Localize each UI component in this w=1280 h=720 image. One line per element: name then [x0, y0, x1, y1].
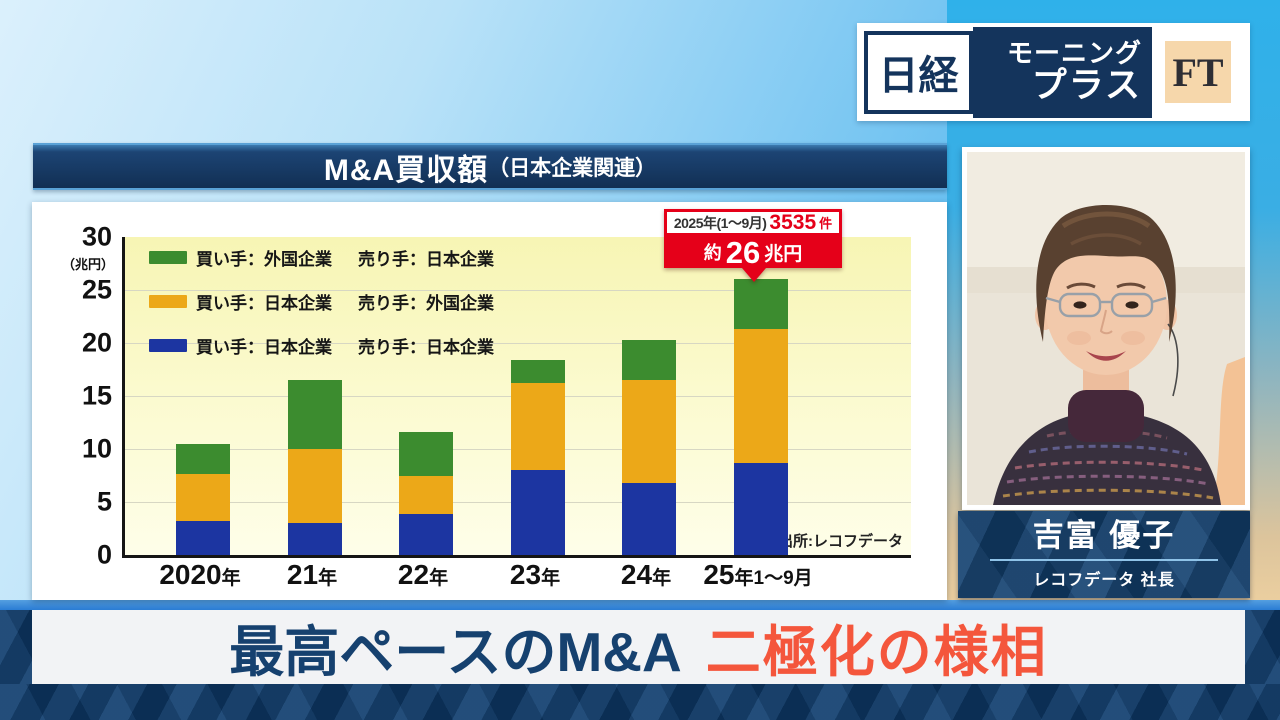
gridline — [125, 343, 911, 344]
guest-title: レコフデータ 社長 — [1033, 571, 1175, 589]
legend-label-seller: 売り手：日本企業 — [358, 250, 494, 269]
legend-label-buyer: 買い手：外国企業 — [196, 250, 332, 269]
gridline — [125, 290, 911, 291]
legend-swatch — [149, 295, 187, 308]
legend-row: 買い手：日本企業 売り手：日本企業 — [149, 333, 494, 358]
program-logo: 日経 モーニング プラス FT — [857, 23, 1250, 121]
bottom-navy-strip — [0, 684, 1280, 720]
callout-amount-prefix: 約 — [703, 243, 722, 263]
bar-segment — [622, 339, 676, 381]
source-note: 出所:レコフデータ — [778, 533, 903, 550]
x-tick-label: 24年 — [620, 559, 672, 590]
mouth — [1086, 351, 1126, 361]
bar-segment — [511, 470, 565, 555]
nikkei-logo: 日経 — [864, 30, 973, 114]
callout-pointer — [742, 268, 766, 282]
bar-segment — [288, 380, 342, 450]
x-tick-label: 21年 — [286, 559, 338, 590]
legend-swatch — [149, 251, 187, 264]
jacket — [993, 415, 1221, 505]
x-tick-label: 2020年 — [159, 559, 241, 590]
y-tick-label: 0 — [96, 539, 112, 570]
bar-segment — [288, 449, 342, 524]
bar-segment — [176, 521, 230, 555]
legend-swatch — [149, 339, 187, 352]
headline-part1: 最高ペースのM&A — [229, 621, 682, 683]
turtleneck — [1068, 390, 1144, 442]
show-title-logo: モーニング プラス — [973, 26, 1152, 118]
chart-panel-title-banner: M&A買収額 （日本企業関連） — [33, 143, 947, 190]
y-tick-label: 30 — [81, 221, 112, 252]
bar-segment — [511, 359, 565, 384]
guest-nameplate: 吉富 優子 レコフデータ 社長 — [958, 511, 1250, 598]
bottom-left-navy-block — [0, 610, 32, 684]
callout-count-unit: 件 — [819, 216, 833, 231]
legend-label-seller: 売り手：外国企業 — [358, 294, 494, 313]
callout-amount-unit: 兆円 — [764, 243, 803, 265]
face — [1045, 233, 1167, 375]
legend-row: 買い手：日本企業 売り手：外国企業 — [149, 289, 494, 314]
y-axis: （兆円） 0 5 10 15 20 25 30 — [32, 223, 118, 568]
bar — [511, 359, 565, 555]
show-title-line1: モーニング — [1006, 38, 1142, 69]
bar-segment — [399, 432, 453, 476]
guest-photo — [967, 152, 1245, 505]
bottom-right-navy-block — [1245, 610, 1280, 684]
callout-count-value: 3535 — [769, 211, 817, 234]
set-element — [1213, 357, 1245, 505]
bar-segment — [399, 513, 453, 555]
plot-area: 買い手：外国企業 売り手：日本企業 買い手：日本企業 売り手：外国企業 買い手：日本企業… — [122, 237, 911, 558]
callout-count-row: 2025年(1～9月) 3535 件 — [664, 209, 842, 236]
bar — [288, 380, 342, 555]
bar — [399, 432, 453, 555]
chart-card: （兆円） 0 5 10 15 20 25 30 買い手：外国企業 売り手：日本企業 買い手：日本… — [32, 202, 947, 600]
bar — [734, 279, 788, 555]
bar-segment — [511, 383, 565, 471]
legend-label-seller: 売り手：日本企業 — [358, 338, 494, 357]
show-title-line2: プラス — [1031, 65, 1142, 105]
bar-segment — [734, 329, 788, 463]
headline-banner: 最高ペースのM&A 二極化の様相 — [32, 610, 1245, 684]
panel-title-suffix: （日本企業関連） — [488, 156, 657, 180]
annotation-callout: 2025年(1～9月) 3535 件 約 26 兆円 — [664, 209, 842, 282]
y-tick-label: 20 — [81, 327, 112, 358]
bar-segment — [734, 279, 788, 330]
legend-label-buyer: 買い手：日本企業 — [196, 338, 332, 357]
x-tick-label: 23年 — [509, 559, 561, 590]
bar-segment — [176, 474, 230, 522]
callout-amount-row: 約 26 兆円 — [664, 236, 842, 268]
guest-photo-frame — [962, 147, 1250, 510]
bar-segment — [176, 443, 230, 475]
headline-part2: 二極化の様相 — [705, 621, 1048, 683]
guest-name: 吉富 優子 — [1032, 518, 1176, 554]
x-tick-label: 22年 — [397, 559, 449, 590]
y-tick-label: 25 — [81, 274, 112, 305]
y-tick-label: 15 — [81, 380, 112, 411]
bar-segment — [622, 380, 676, 483]
legend-label-buyer: 買い手：日本企業 — [196, 294, 332, 313]
callout-amount-value: 26 — [725, 234, 761, 270]
y-axis-unit-label: （兆円） — [61, 257, 114, 272]
legend-row: 買い手：外国企業 売り手：日本企業 — [149, 245, 494, 270]
nameplate-divider — [990, 558, 1218, 561]
bar-segment — [734, 462, 788, 555]
bar — [622, 339, 676, 555]
glasses — [1045, 292, 1167, 318]
chart-legend: 買い手：外国企業 売り手：日本企業 買い手：日本企業 売り手：外国企業 買い手：日本企業… — [149, 245, 494, 358]
hair — [1036, 205, 1176, 342]
ft-logo: FT — [1165, 41, 1231, 103]
bar-segment — [288, 523, 342, 555]
bar-segment — [622, 482, 676, 555]
x-axis-labels: 2020年 21年 22年 23年 24年 25年1～9月 — [122, 559, 908, 599]
x-tick-label: 25年1～9月 — [703, 559, 813, 590]
y-tick-label: 5 — [96, 486, 112, 517]
y-tick-label: 10 — [81, 433, 112, 464]
callout-period: 2025年(1～9月) — [673, 214, 767, 231]
bar-segment — [399, 475, 453, 514]
panel-title-main: M&A買収額 — [323, 153, 489, 187]
bar — [176, 443, 230, 555]
blue-divider-strip — [0, 600, 1280, 610]
